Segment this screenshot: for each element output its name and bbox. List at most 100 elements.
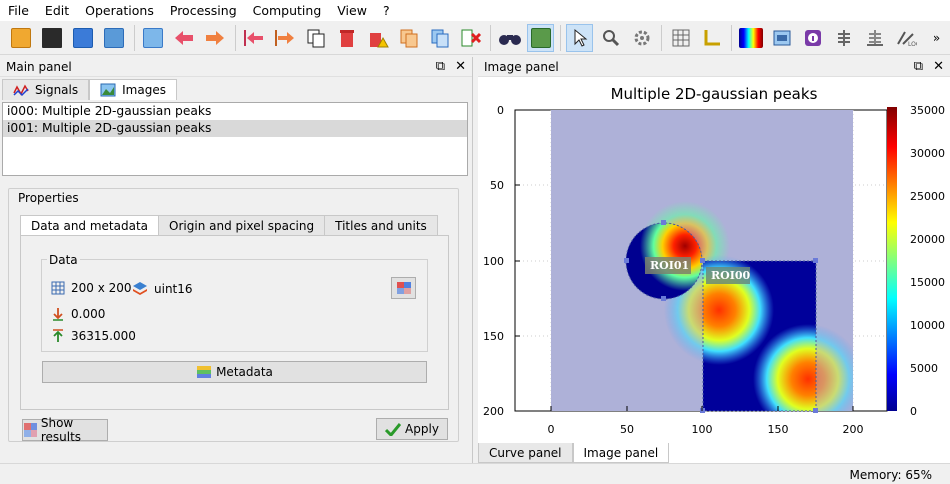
y-tick-label: 0 xyxy=(497,104,504,117)
axes-icon xyxy=(704,30,720,46)
show-results-label: Show results xyxy=(40,416,82,444)
list-item[interactable]: i000: Multiple 2D-gaussian peaks xyxy=(7,104,212,118)
arrow-left-bar-icon xyxy=(244,30,264,46)
menu-operations[interactable]: Operations xyxy=(85,3,154,18)
overflow-chevron-icon: » xyxy=(932,31,941,45)
menu-file[interactable]: File xyxy=(8,3,29,18)
open-hdf5-button[interactable] xyxy=(70,24,97,52)
roi00-outline[interactable] xyxy=(702,260,817,412)
size-row: 200 x 200 xyxy=(51,281,132,295)
colorbar[interactable] xyxy=(887,107,897,411)
toolbar-overflow-button[interactable]: » xyxy=(923,24,950,52)
cross-section-icon xyxy=(837,30,850,46)
colormap-button[interactable] xyxy=(737,24,764,52)
tab-signals[interactable]: Signals xyxy=(2,79,90,100)
profile-icon xyxy=(866,30,883,46)
tab-origin-and-pixel-spacing[interactable]: Origin and pixel spacing xyxy=(158,215,326,236)
roi01-label-bg xyxy=(645,257,691,274)
image-plot[interactable]: ROI01 ROI00 0 50 100 150 200 0 50 100 15… xyxy=(478,57,950,443)
metadata-button-label: Metadata xyxy=(216,365,273,379)
properties-label: Properties xyxy=(16,191,81,205)
colorbar-tick-label: 30000 xyxy=(910,147,945,160)
menu-view[interactable]: View xyxy=(337,3,367,18)
tab-titles-and-units[interactable]: Titles and units xyxy=(324,215,438,236)
arrow-left-icon xyxy=(175,31,194,45)
dock-toggle-button[interactable] xyxy=(527,24,555,52)
panel-tabs: Signals Images xyxy=(2,79,177,100)
axes-button[interactable] xyxy=(698,24,725,52)
min-row: 0.000 xyxy=(51,307,105,321)
menu-processing[interactable]: Processing xyxy=(169,3,237,18)
export-hdf5-button[interactable] xyxy=(101,24,128,52)
main-panel: Main panel ⧉ ✕ Signals Images i000: Mult… xyxy=(0,57,473,463)
arrow-right-bar-icon xyxy=(275,30,295,46)
apply-button-label: Apply xyxy=(405,422,439,436)
move-to-bottom-button[interactable] xyxy=(272,24,299,52)
settings-tool-button[interactable] xyxy=(628,24,655,52)
menu-edit[interactable]: Edit xyxy=(44,3,70,18)
tab-images[interactable]: Images xyxy=(89,79,177,100)
metadata-icon xyxy=(197,366,212,378)
tab-image-panel[interactable]: Image panel xyxy=(572,443,670,463)
delete-button[interactable] xyxy=(334,24,361,52)
select-tool-button[interactable] xyxy=(566,24,594,52)
results-grid-icon xyxy=(24,423,37,437)
contrast-icon: LOG xyxy=(896,31,917,48)
info-button[interactable] xyxy=(799,24,826,52)
min-arrow-icon xyxy=(53,308,63,321)
tab-data-and-metadata[interactable]: Data and metadata xyxy=(20,215,160,236)
new-image-button[interactable] xyxy=(140,24,167,52)
move-down-button[interactable] xyxy=(202,24,229,52)
colormap-icon xyxy=(738,28,763,48)
copy-button[interactable] xyxy=(303,24,330,52)
move-to-top-button[interactable] xyxy=(241,24,268,52)
menu-help[interactable]: ? xyxy=(382,3,390,18)
open-button[interactable] xyxy=(8,24,35,52)
main-panel-title: Main panel xyxy=(6,59,72,74)
statusbar: Memory: 65% xyxy=(0,463,950,484)
remove-button[interactable] xyxy=(458,24,485,52)
toolbar-separator xyxy=(133,25,135,51)
tab-images-label: Images xyxy=(122,83,166,97)
save-button[interactable] xyxy=(39,24,66,52)
image-size-value: 200 x 200 xyxy=(71,281,132,295)
float-panel-icon[interactable]: ⧉ xyxy=(435,59,446,74)
min-value: 0.000 xyxy=(71,307,106,321)
x-tick-label: 50 xyxy=(620,423,634,436)
properties-tabs: Data and metadata Origin and pixel spaci… xyxy=(20,215,438,236)
close-panel-icon[interactable]: ✕ xyxy=(455,59,466,74)
save-icon xyxy=(42,28,63,48)
close-panel-icon[interactable]: ✕ xyxy=(933,59,944,74)
delete-all-button[interactable] xyxy=(365,24,392,52)
paste-button[interactable] xyxy=(427,24,454,52)
remove-icon xyxy=(461,29,482,47)
profile-button[interactable] xyxy=(861,24,888,52)
float-panel-icon[interactable]: ⧉ xyxy=(913,59,924,74)
menu-computing[interactable]: Computing xyxy=(252,3,322,18)
cross-section-button[interactable] xyxy=(830,24,857,52)
tab-signals-label: Signals xyxy=(35,83,79,97)
image-stats-button[interactable] xyxy=(391,277,416,299)
apply-button[interactable]: Apply xyxy=(376,418,448,440)
colorbar-tick-label: 25000 xyxy=(910,190,945,203)
x-tick-label: 200 xyxy=(843,423,864,436)
toolbar-separator xyxy=(661,25,663,51)
move-up-button[interactable] xyxy=(171,24,198,52)
metadata-button[interactable]: Metadata xyxy=(42,361,427,383)
y-axis: 0 50 100 150 200 xyxy=(483,104,520,418)
colorbar-tick-label: 15000 xyxy=(910,276,945,289)
zoom-tool-button[interactable] xyxy=(597,24,624,52)
plot-title: Multiple 2D-gaussian peaks xyxy=(610,85,818,103)
grid-button[interactable] xyxy=(667,24,694,52)
list-item[interactable]: i001: Multiple 2D-gaussian peaks xyxy=(3,120,467,137)
duplicate-button[interactable] xyxy=(396,24,423,52)
image-panel-titlebar: Image panel ⧉ ✕ xyxy=(478,57,950,77)
show-results-button[interactable]: Show results xyxy=(22,416,108,444)
contrast-button[interactable]: LOG xyxy=(892,24,919,52)
tab-curve-panel[interactable]: Curve panel xyxy=(478,443,573,463)
new-image-icon xyxy=(143,28,164,48)
snapshot-button[interactable] xyxy=(768,24,795,52)
toolbar-separator xyxy=(560,25,562,51)
dtype-row: uint16 xyxy=(132,281,193,297)
find-button[interactable] xyxy=(496,24,523,52)
